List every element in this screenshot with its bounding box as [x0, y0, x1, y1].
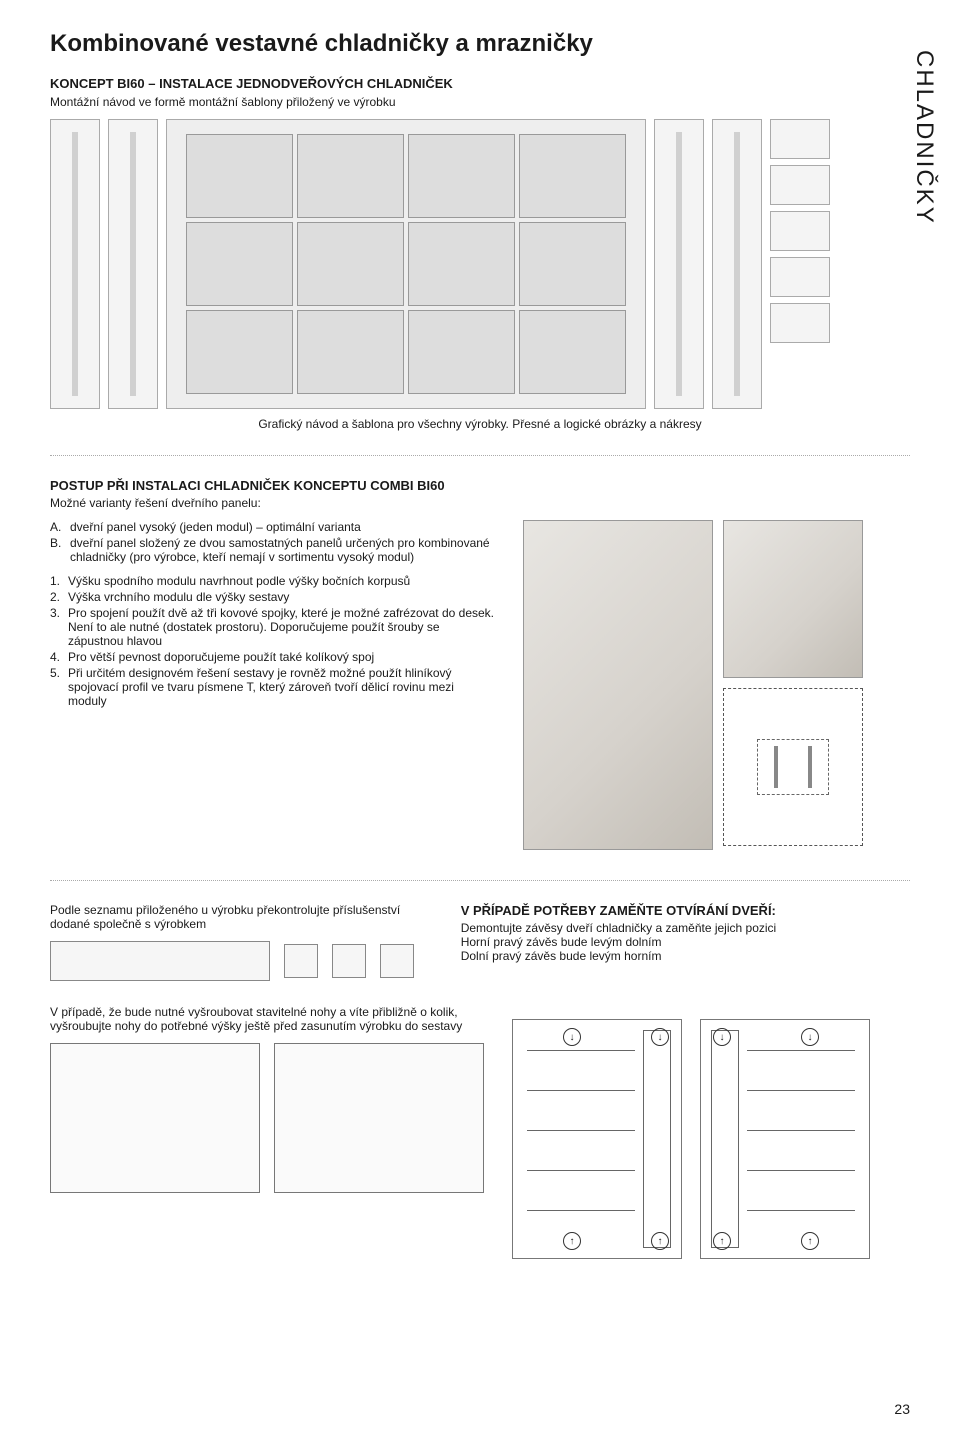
- step-3: 3.Pro spojení použít dvě až tři kovové s…: [50, 606, 495, 648]
- section3-right-line3: Dolní pravý závěs bude levým horním: [461, 949, 910, 963]
- section3-right: V PŘÍPADĚ POTŘEBY ZAMĚŇTE OTVÍRÁNÍ DVEŘÍ…: [461, 903, 910, 981]
- part-screws-icon: [284, 944, 318, 978]
- step-list: 1.Výšku spodního modulu navrhnout podle …: [50, 574, 495, 708]
- step-5-text: Při určitém designovém řešení sestavy je…: [68, 666, 495, 708]
- page-number: 23: [894, 1401, 910, 1417]
- section3-left: Podle seznamu přiloženého u výrobku přek…: [50, 903, 433, 981]
- template-panel-small-4: [770, 257, 830, 297]
- variant-a-text: dveřní panel vysoký (jeden modul) – opti…: [70, 520, 361, 534]
- variant-a-label: A.: [50, 520, 70, 534]
- panel-schematic: [723, 688, 863, 846]
- template-panel-main: [166, 119, 646, 409]
- section1-caption: Grafický návod a šablona pro všechny výr…: [50, 417, 910, 431]
- template-panel-a: [50, 119, 100, 409]
- template-panel-d: [712, 119, 762, 409]
- arrow-down-icon: ↓: [713, 1028, 731, 1046]
- arrow-up-icon: ↑: [651, 1232, 669, 1250]
- door-diagram-left: ↓ ↓ ↑ ↑: [512, 1019, 682, 1259]
- door-reversal-diagrams: ↓ ↓ ↑ ↑ ↓ ↓ ↑ ↑: [512, 1019, 910, 1259]
- template-panel-small-3: [770, 211, 830, 251]
- section3-right-heading: V PŘÍPADĚ POTŘEBY ZAMĚŇTE OTVÍRÁNÍ DVEŘÍ…: [461, 903, 910, 918]
- part-bracket-icon: [332, 944, 366, 978]
- section2-text-column: A. dveřní panel vysoký (jeden modul) – o…: [50, 520, 495, 710]
- variant-a: A. dveřní panel vysoký (jeden modul) – o…: [50, 520, 495, 534]
- section4-left: V případě, že bude nutné vyšroubovat sta…: [50, 1005, 484, 1259]
- panel-handles-icon: [757, 739, 829, 795]
- section3-right-line1: Demontujte závěsy dveří chladničky a zam…: [461, 921, 910, 935]
- section2-subheading: Možné varianty řešení dveřního panelu:: [50, 496, 910, 510]
- door-diagram-right: ↓ ↓ ↑ ↑: [700, 1019, 870, 1259]
- section3-right-line2: Horní pravý závěs bude levým dolním: [461, 935, 910, 949]
- arrow-down-icon: ↓: [801, 1028, 819, 1046]
- arrow-up-icon: ↑: [713, 1232, 731, 1250]
- template-illustration-row: [50, 119, 910, 409]
- step-5-label: 5.: [50, 666, 68, 708]
- arrow-down-icon: ↓: [563, 1028, 581, 1046]
- instruction-thumbnails-grid: [186, 134, 626, 393]
- page-title: Kombinované vestavné chladničky a mrazni…: [50, 30, 910, 58]
- step-4-label: 4.: [50, 650, 68, 664]
- step-4-text: Pro větší pevnost doporučujeme použít ta…: [68, 650, 374, 664]
- part-cover-icon: [380, 944, 414, 978]
- step-1: 1.Výšku spodního modulu navrhnout podle …: [50, 574, 495, 588]
- step-1-label: 1.: [50, 574, 68, 588]
- variant-b-text: dveřní panel složený ze dvou samostatnýc…: [70, 536, 495, 564]
- accessory-parts-row: [50, 941, 433, 981]
- step-4: 4.Pro větší pevnost doporučujeme použít …: [50, 650, 495, 664]
- step-5: 5.Při určitém designovém řešení sestavy …: [50, 666, 495, 708]
- divider-2: [50, 880, 910, 881]
- variant-list: A. dveřní panel vysoký (jeden modul) – o…: [50, 520, 495, 564]
- step-2: 2.Výška vrchního modulu dle výšky sestav…: [50, 590, 495, 604]
- section2-heading: POSTUP PŘI INSTALACI CHLADNIČEK KONCEPTU…: [50, 478, 910, 493]
- section4-text: V případě, že bude nutné vyšroubovat sta…: [50, 1005, 484, 1033]
- section1-subtext: Montážní návod ve formě montážní šablony…: [50, 95, 910, 109]
- step-3-text: Pro spojení použít dvě až tři kovové spo…: [68, 606, 495, 648]
- divider-1: [50, 455, 910, 456]
- adjustable-feet-diagrams: [50, 1043, 484, 1193]
- step-2-text: Výška vrchního modulu dle výšky sestavy: [68, 590, 289, 604]
- feet-diagram-2: [274, 1043, 484, 1193]
- template-panel-small-1: [770, 119, 830, 159]
- template-panel-small-5: [770, 303, 830, 343]
- step-1-text: Výšku spodního modulu navrhnout podle vý…: [68, 574, 410, 588]
- side-category-label: CHLADNIČKY: [910, 50, 938, 225]
- variant-b: B. dveřní panel složený ze dvou samostat…: [50, 536, 495, 564]
- section1-heading: KONCEPT BI60 – INSTALACE JEDNODVEŘOVÝCH …: [50, 76, 910, 91]
- cabinet-photo-small: [723, 520, 863, 678]
- section4-right: ↓ ↓ ↑ ↑ ↓ ↓ ↑ ↑: [512, 1005, 910, 1259]
- arrow-up-icon: ↑: [563, 1232, 581, 1250]
- template-panel-small-2: [770, 165, 830, 205]
- arrow-up-icon: ↑: [801, 1232, 819, 1250]
- cabinet-photo-large: [523, 520, 713, 850]
- section2-image-column: [523, 520, 910, 850]
- arrow-down-icon: ↓: [651, 1028, 669, 1046]
- step-2-label: 2.: [50, 590, 68, 604]
- template-panel-small-stack: [770, 119, 830, 343]
- section3-left-text: Podle seznamu přiloženého u výrobku přek…: [50, 903, 433, 931]
- variant-b-label: B.: [50, 536, 70, 564]
- template-panel-c: [654, 119, 704, 409]
- part-rail-icon: [50, 941, 270, 981]
- feet-diagram-1: [50, 1043, 260, 1193]
- template-panel-b: [108, 119, 158, 409]
- step-3-label: 3.: [50, 606, 68, 648]
